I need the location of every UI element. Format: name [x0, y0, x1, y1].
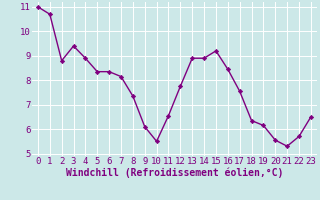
- X-axis label: Windchill (Refroidissement éolien,°C): Windchill (Refroidissement éolien,°C): [66, 168, 283, 178]
